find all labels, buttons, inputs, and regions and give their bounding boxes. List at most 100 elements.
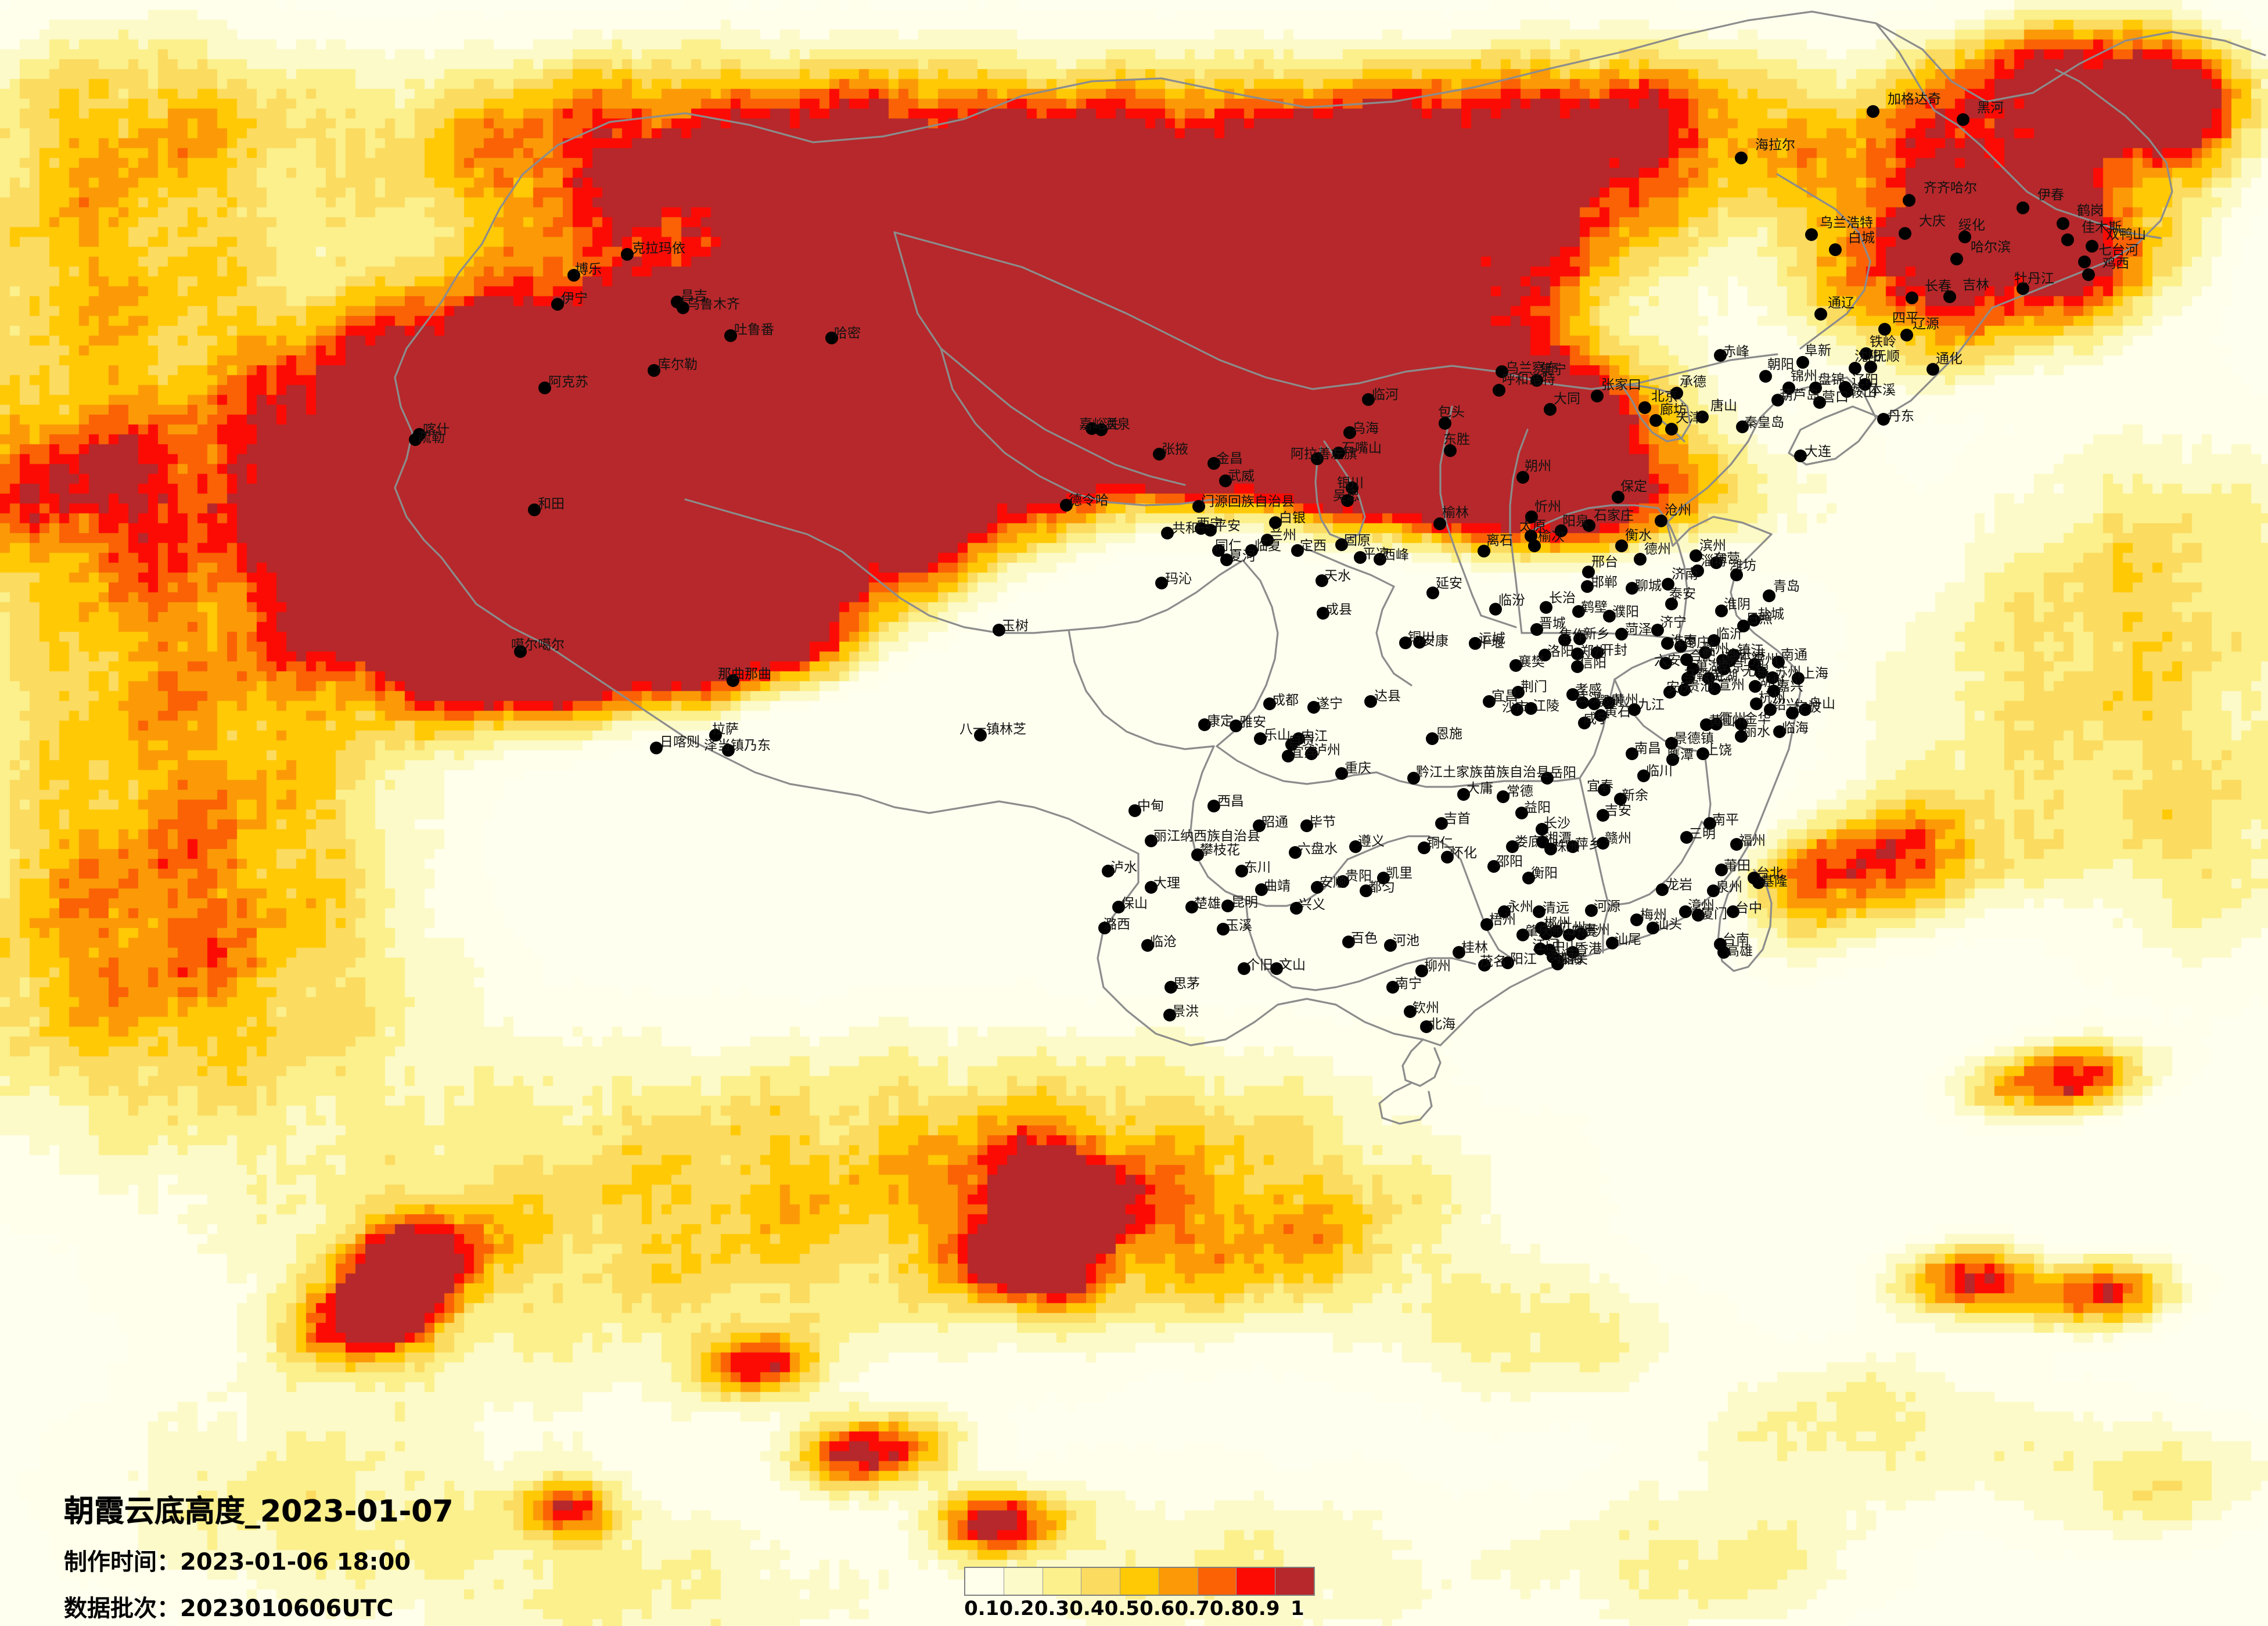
city-marker-dot[interactable] — [1489, 603, 1502, 616]
city-marker-dot[interactable] — [1809, 382, 1822, 394]
city-marker-dot[interactable] — [1145, 834, 1158, 847]
city-marker-dot[interactable] — [1441, 851, 1454, 864]
city-marker-dot[interactable] — [1112, 901, 1125, 913]
city-marker-dot[interactable] — [1696, 747, 1709, 760]
city-marker-dot[interactable] — [1544, 843, 1557, 855]
city-marker-dot[interactable] — [409, 433, 422, 446]
city-marker-dot[interactable] — [1647, 922, 1659, 934]
city-marker-dot[interactable] — [1799, 703, 1811, 716]
city-marker-dot[interactable] — [1163, 1009, 1176, 1021]
city-marker-dot[interactable] — [1305, 747, 1318, 760]
city-marker-dot[interactable] — [1539, 649, 1551, 661]
city-marker-dot[interactable] — [1207, 800, 1220, 812]
city-marker-dot[interactable] — [1342, 936, 1355, 948]
city-marker-dot[interactable] — [1164, 981, 1177, 994]
city-marker-dot[interactable] — [1571, 660, 1584, 673]
city-marker-dot[interactable] — [1662, 578, 1674, 591]
city-marker-dot[interactable] — [1360, 884, 1372, 897]
city-marker-dot[interactable] — [1794, 449, 1807, 462]
city-marker-dot[interactable] — [1566, 688, 1579, 701]
city-marker-dot[interactable] — [1598, 783, 1611, 796]
city-marker-dot[interactable] — [1679, 905, 1692, 918]
city-marker-dot[interactable] — [1457, 788, 1470, 801]
city-marker-dot[interactable] — [1282, 750, 1295, 762]
city-marker-dot[interactable] — [1315, 574, 1328, 587]
city-marker-dot[interactable] — [1859, 378, 1871, 391]
city-marker-dot[interactable] — [1540, 601, 1552, 614]
city-marker-dot[interactable] — [1615, 628, 1628, 641]
city-marker-dot[interactable] — [1128, 804, 1141, 817]
city-marker-dot[interactable] — [551, 298, 564, 311]
city-marker-dot[interactable] — [1606, 937, 1619, 949]
city-marker-dot[interactable] — [1413, 636, 1426, 649]
city-marker-dot[interactable] — [1877, 413, 1890, 426]
city-marker-dot[interactable] — [1349, 840, 1362, 853]
city-marker-dot[interactable] — [1603, 610, 1616, 623]
city-marker-dot[interactable] — [1253, 819, 1266, 832]
city-marker-dot[interactable] — [722, 744, 735, 757]
city-marker-dot[interactable] — [1614, 793, 1627, 805]
city-marker-dot[interactable] — [1900, 329, 1913, 341]
city-marker-dot[interactable] — [1238, 962, 1250, 975]
city-marker-dot[interactable] — [1649, 414, 1662, 427]
city-marker-dot[interactable] — [1198, 718, 1211, 731]
city-marker-dot[interactable] — [1735, 730, 1748, 743]
city-marker-dot[interactable] — [1420, 1020, 1433, 1033]
city-marker-dot[interactable] — [1541, 772, 1554, 785]
city-marker-dot[interactable] — [1439, 417, 1451, 430]
city-marker-dot[interactable] — [1583, 519, 1595, 532]
city-marker-dot[interactable] — [727, 674, 739, 687]
city-marker-dot[interactable] — [1906, 292, 1918, 304]
city-marker-dot[interactable] — [1362, 393, 1375, 406]
city-marker-dot[interactable] — [993, 624, 1005, 636]
city-marker-dot[interactable] — [1678, 684, 1691, 696]
city-marker-dot[interactable] — [1404, 1005, 1417, 1018]
city-marker-dot[interactable] — [1578, 717, 1591, 729]
city-marker-dot[interactable] — [1651, 624, 1664, 636]
city-marker-dot[interactable] — [1813, 396, 1826, 409]
city-marker-dot[interactable] — [1435, 817, 1448, 830]
city-marker-dot[interactable] — [1655, 515, 1667, 527]
city-marker-dot[interactable] — [1525, 702, 1537, 715]
city-marker-dot[interactable] — [1867, 105, 1879, 118]
city-marker-dot[interactable] — [1681, 672, 1694, 685]
city-marker-dot[interactable] — [1426, 732, 1439, 745]
city-marker-dot[interactable] — [1254, 732, 1267, 745]
city-marker-dot[interactable] — [1478, 959, 1491, 972]
city-marker-dot[interactable] — [1235, 865, 1248, 877]
city-marker-dot[interactable] — [1661, 637, 1674, 650]
city-marker-dot[interactable] — [567, 269, 580, 282]
city-marker-dot[interactable] — [1674, 640, 1687, 653]
city-marker-dot[interactable] — [1341, 494, 1354, 507]
city-marker-dot[interactable] — [1558, 634, 1571, 646]
city-marker-dot[interactable] — [1261, 534, 1274, 546]
city-marker-dot[interactable] — [1487, 860, 1500, 873]
city-marker-dot[interactable] — [1343, 426, 1356, 439]
city-marker-dot[interactable] — [1638, 401, 1651, 414]
city-marker-dot[interactable] — [1573, 632, 1586, 645]
city-marker-dot[interactable] — [677, 301, 689, 314]
city-marker-dot[interactable] — [1317, 607, 1329, 620]
city-marker-dot[interactable] — [1597, 809, 1609, 822]
city-marker-dot[interactable] — [1637, 769, 1650, 782]
city-marker-dot[interactable] — [1957, 113, 1969, 126]
city-marker-dot[interactable] — [1730, 569, 1743, 581]
city-marker-dot[interactable] — [1950, 253, 1963, 265]
city-marker-dot[interactable] — [1212, 544, 1225, 557]
city-marker-dot[interactable] — [1516, 471, 1529, 484]
city-marker-dot[interactable] — [1374, 553, 1386, 566]
city-marker-dot[interactable] — [1566, 946, 1579, 959]
city-marker-dot[interactable] — [1311, 452, 1324, 465]
city-marker-dot[interactable] — [538, 382, 551, 394]
city-marker-dot[interactable] — [1717, 663, 1730, 675]
city-marker-dot[interactable] — [1594, 709, 1607, 722]
city-marker-dot[interactable] — [1509, 659, 1522, 672]
city-marker-dot[interactable] — [1575, 927, 1587, 940]
city-marker-dot[interactable] — [648, 364, 660, 377]
city-marker-dot[interactable] — [1530, 374, 1543, 387]
city-marker-dot[interactable] — [1749, 680, 1762, 693]
city-marker-dot[interactable] — [1899, 227, 1911, 240]
city-marker-dot[interactable] — [1690, 549, 1702, 562]
city-marker-dot[interactable] — [1506, 840, 1519, 853]
city-marker-dot[interactable] — [1289, 846, 1302, 859]
